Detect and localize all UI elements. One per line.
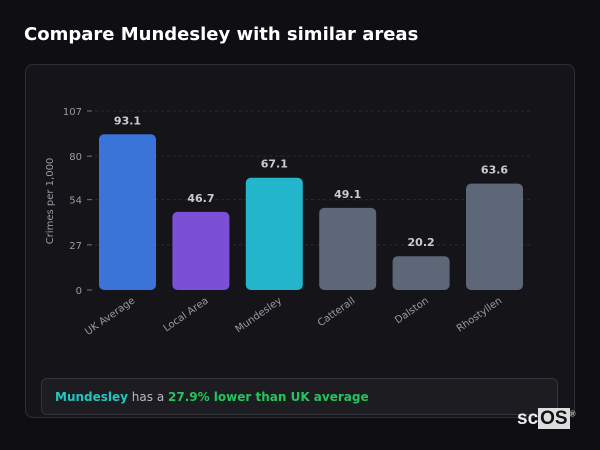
data-label: 63.6 <box>481 164 508 177</box>
data-label: 93.1 <box>114 114 141 127</box>
y-tick-label: 27 <box>69 241 82 252</box>
data-label: 67.1 <box>261 158 288 171</box>
page-title: Compare Mundesley with similar areas <box>24 24 419 45</box>
y-tick-label: 0 <box>76 286 82 297</box>
data-label: 20.2 <box>408 236 435 249</box>
bar <box>172 211 230 290</box>
y-tick-label: 80 <box>69 152 82 163</box>
x-tick-label: Dalston <box>393 295 431 326</box>
y-tick-label: 107 <box>63 107 82 118</box>
x-tick-label: Local Area <box>162 295 211 334</box>
data-label: 49.1 <box>334 188 361 201</box>
x-tick-label: Mundesley <box>234 295 284 335</box>
x-tick-label: Rhostyllen <box>455 295 504 334</box>
insight-area: Mundesley <box>55 390 128 404</box>
bar <box>99 134 156 290</box>
bar <box>245 177 303 290</box>
bar <box>392 256 450 290</box>
bar <box>466 183 523 290</box>
x-tick-label: Catterall <box>316 295 357 329</box>
x-tick-label: UK Average <box>83 295 137 337</box>
insight-highlight: 27.9% lower than UK average <box>168 390 369 404</box>
insight-box: Mundesley has a 27.9% lower than UK aver… <box>41 378 558 415</box>
watermark-logo: sc OS ® <box>517 408 576 429</box>
insight-text: has a <box>127 390 168 404</box>
data-label: 46.7 <box>187 192 214 205</box>
y-axis-label: Crimes per 1,000 <box>45 158 56 245</box>
bar <box>319 207 377 290</box>
y-tick-label: 54 <box>69 196 82 207</box>
